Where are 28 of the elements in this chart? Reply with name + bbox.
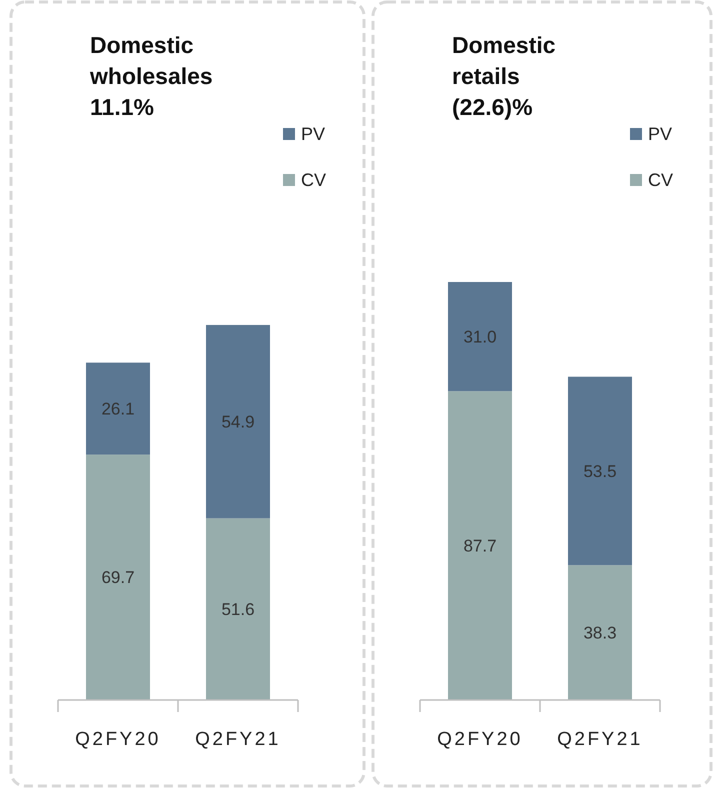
legend-label: PV bbox=[648, 124, 672, 144]
bar bbox=[448, 391, 512, 700]
legend-label: PV bbox=[301, 124, 326, 144]
bar bbox=[568, 565, 632, 700]
data-label: 53.5 bbox=[583, 462, 617, 481]
chart-title: Domestic retails bbox=[452, 32, 556, 89]
chart-subtitle: 11.1% bbox=[90, 94, 154, 120]
data-label: 38.3 bbox=[583, 624, 617, 643]
x-tick-label: Q2FY21 bbox=[195, 729, 281, 750]
legend-label: CV bbox=[648, 170, 674, 190]
data-label: 26.1 bbox=[101, 400, 135, 419]
chart-subtitle: (22.6)% bbox=[452, 94, 533, 120]
data-label: 54.9 bbox=[221, 412, 255, 432]
data-label: 31.0 bbox=[463, 328, 497, 347]
chart-title: Domestic wholesales bbox=[89, 32, 213, 89]
x-tick-label: Q2FY20 bbox=[75, 729, 161, 750]
data-label: 69.7 bbox=[101, 568, 135, 588]
data-label: 51.6 bbox=[221, 600, 255, 620]
bar bbox=[568, 376, 632, 566]
bar bbox=[86, 362, 150, 455]
legend-label: CV bbox=[301, 170, 326, 190]
bar bbox=[448, 282, 512, 392]
x-tick-label: Q2FY20 bbox=[437, 729, 523, 750]
bar bbox=[206, 324, 270, 518]
bar bbox=[206, 518, 270, 700]
x-tick-label: Q2FY21 bbox=[557, 729, 643, 750]
bar bbox=[86, 454, 150, 700]
data-label: 87.7 bbox=[463, 536, 497, 556]
